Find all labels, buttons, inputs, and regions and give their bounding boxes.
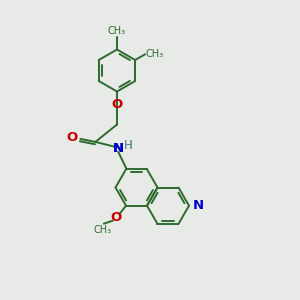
- Text: CH₃: CH₃: [108, 26, 126, 36]
- Text: N: N: [112, 142, 124, 155]
- Text: CH₃: CH₃: [94, 225, 112, 235]
- Text: O: O: [111, 98, 123, 112]
- Text: H: H: [124, 139, 133, 152]
- Text: H: H: [124, 139, 133, 152]
- Text: CH₃: CH₃: [146, 49, 164, 59]
- Text: O: O: [66, 131, 77, 144]
- Text: N: N: [193, 199, 204, 212]
- Text: N: N: [112, 142, 124, 155]
- Text: O: O: [111, 211, 122, 224]
